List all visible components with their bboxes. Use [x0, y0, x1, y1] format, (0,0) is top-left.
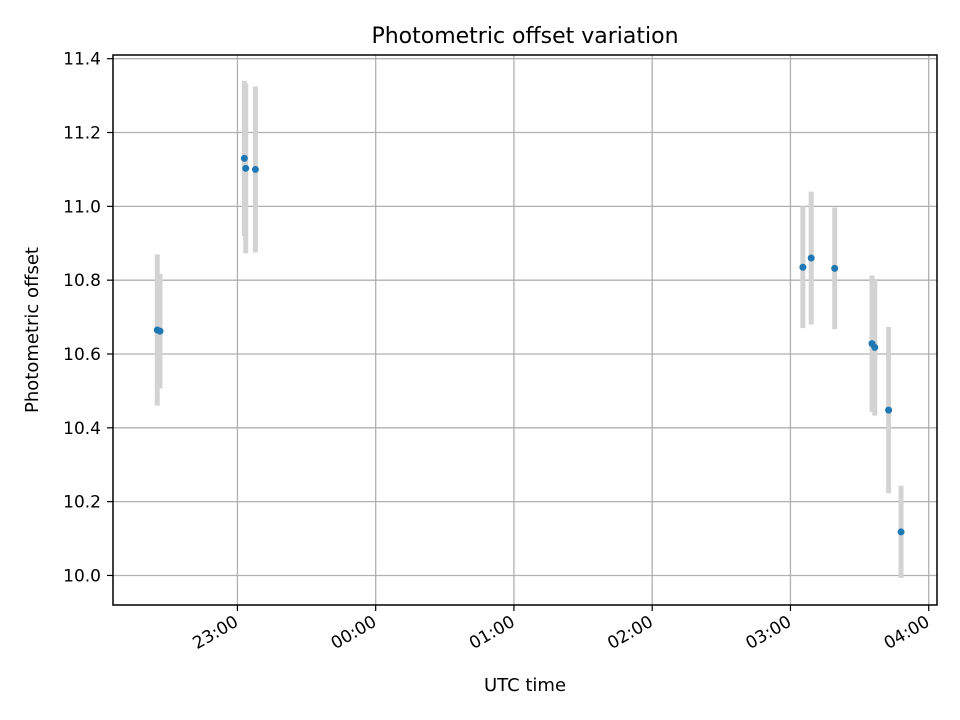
data-point	[242, 164, 250, 172]
x-tick-label: 02:00	[604, 612, 656, 654]
chart-title: Photometric offset variation	[371, 24, 678, 49]
x-tick-label: 04:00	[881, 612, 933, 654]
y-axis-label: Photometric offset	[22, 247, 43, 413]
y-tick-label: 11.2	[63, 124, 101, 144]
data-point	[831, 264, 839, 272]
y-tick-label: 11.4	[63, 50, 101, 70]
data-point	[799, 263, 807, 271]
x-tick-label: 01:00	[466, 612, 518, 654]
error-bars	[154, 80, 904, 579]
y-tick-label: 10.2	[63, 493, 101, 513]
y-tick-label: 11.0	[63, 197, 101, 217]
x-axis-label: UTC time	[484, 675, 566, 696]
axis-ticks: 10.0 10.2 10.4 10.6 10.8 11.0 11.2 11.4 23:00 00:…	[63, 50, 933, 654]
data-point	[871, 343, 879, 351]
plot-frame	[112, 54, 938, 606]
grid-lines	[113, 55, 937, 605]
data-point	[807, 254, 815, 262]
data-point	[885, 406, 893, 414]
x-tick-label: 23:00	[189, 612, 241, 654]
x-tick-label: 03:00	[743, 612, 795, 654]
y-tick-label: 10.0	[63, 566, 101, 586]
data-point	[240, 154, 248, 162]
data-point	[156, 327, 164, 335]
y-tick-label: 10.4	[63, 419, 101, 439]
data-point	[897, 528, 905, 536]
x-tick-label: 00:00	[328, 612, 380, 654]
y-tick-label: 10.8	[63, 271, 101, 291]
y-tick-label: 10.6	[63, 345, 101, 365]
data-point	[251, 165, 259, 173]
data-points	[153, 154, 905, 536]
